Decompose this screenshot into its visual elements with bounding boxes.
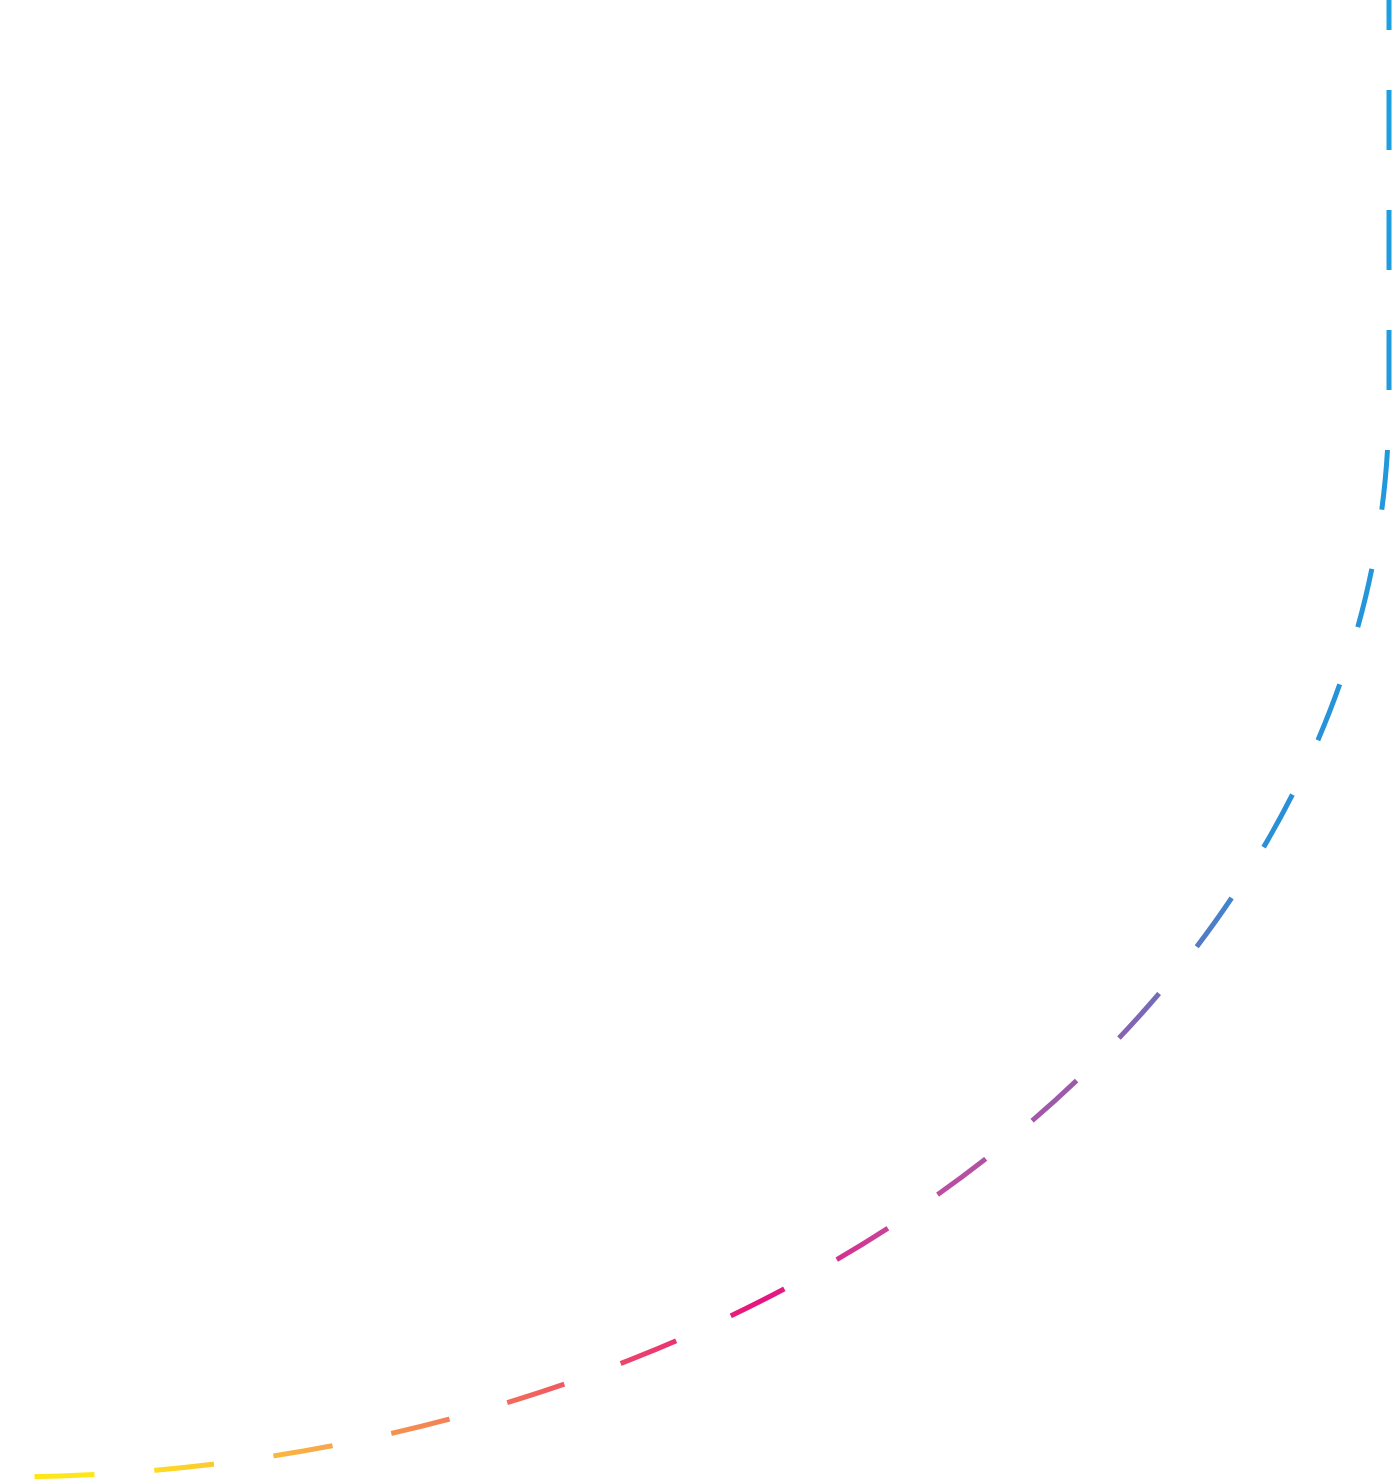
page-body: (() => { const data = JSON.parse(documen…: [0, 0, 1392, 1480]
dashed-arc: [0, 0, 1392, 1480]
dashed-arc-graphic: [0, 0, 1392, 1480]
page: Dashed arc {} html, body { margin: 0; pa…: [0, 0, 1392, 1480]
